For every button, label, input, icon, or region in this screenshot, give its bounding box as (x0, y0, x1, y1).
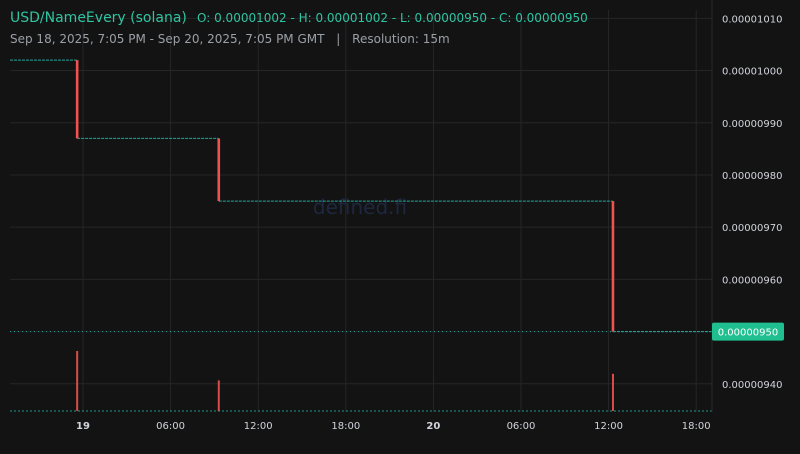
title-row: USD/NameEvery (solana) O: 0.00001002 - H… (10, 10, 588, 26)
y-tick-label: 0.00001010 (722, 14, 782, 25)
y-tick-label: 0.00000980 (722, 171, 782, 182)
last-price-label: 0.00000950 (718, 328, 778, 339)
pair-title: USD/NameEvery (solana) (10, 10, 187, 26)
x-tick-label: 12:00 (244, 421, 273, 432)
volume-bar (611, 373, 614, 411)
x-tick-label: 18:00 (331, 421, 360, 432)
y-tick-label: 0.00000940 (722, 380, 782, 391)
grid (10, 10, 712, 412)
x-tick-label: 06:00 (507, 421, 536, 432)
x-tick-label: 19 (76, 421, 90, 432)
x-tick-label: 18:00 (682, 421, 711, 432)
down-candle (217, 138, 221, 202)
price-series (10, 59, 712, 333)
y-tick-label: 0.00001000 (722, 67, 782, 78)
volume-bars (10, 351, 712, 412)
watermark: defined.fi (313, 195, 407, 219)
separator: | (336, 32, 341, 46)
y-tick-label: 0.00000970 (722, 223, 782, 234)
down-candle (611, 201, 615, 332)
last-price-badge (712, 322, 784, 341)
chart-header: USD/NameEvery (solana) O: 0.00001002 - H… (10, 10, 588, 46)
y-tick-label: 0.00000960 (722, 275, 782, 286)
x-tick-label: 20 (426, 421, 440, 432)
ohlc-readout: O: 0.00001002 - H: 0.00001002 - L: 0.000… (197, 11, 588, 25)
y-tick-label: 0.00000990 (722, 119, 782, 130)
volume-bar (217, 380, 220, 411)
down-candle (75, 60, 79, 139)
x-tick-label: 06:00 (156, 421, 185, 432)
date-range: Sep 18, 2025, 7:05 PM - Sep 20, 2025, 7:… (10, 32, 325, 46)
x-tick-label: 12:00 (594, 421, 623, 432)
volume-bar (76, 351, 79, 411)
resolution-label: Resolution: 15m (352, 32, 450, 46)
range-row: Sep 18, 2025, 7:05 PM - Sep 20, 2025, 7:… (10, 32, 588, 46)
axes: 0.00001010 0.00001000 0.00000990 0.00000980… (76, 0, 784, 432)
